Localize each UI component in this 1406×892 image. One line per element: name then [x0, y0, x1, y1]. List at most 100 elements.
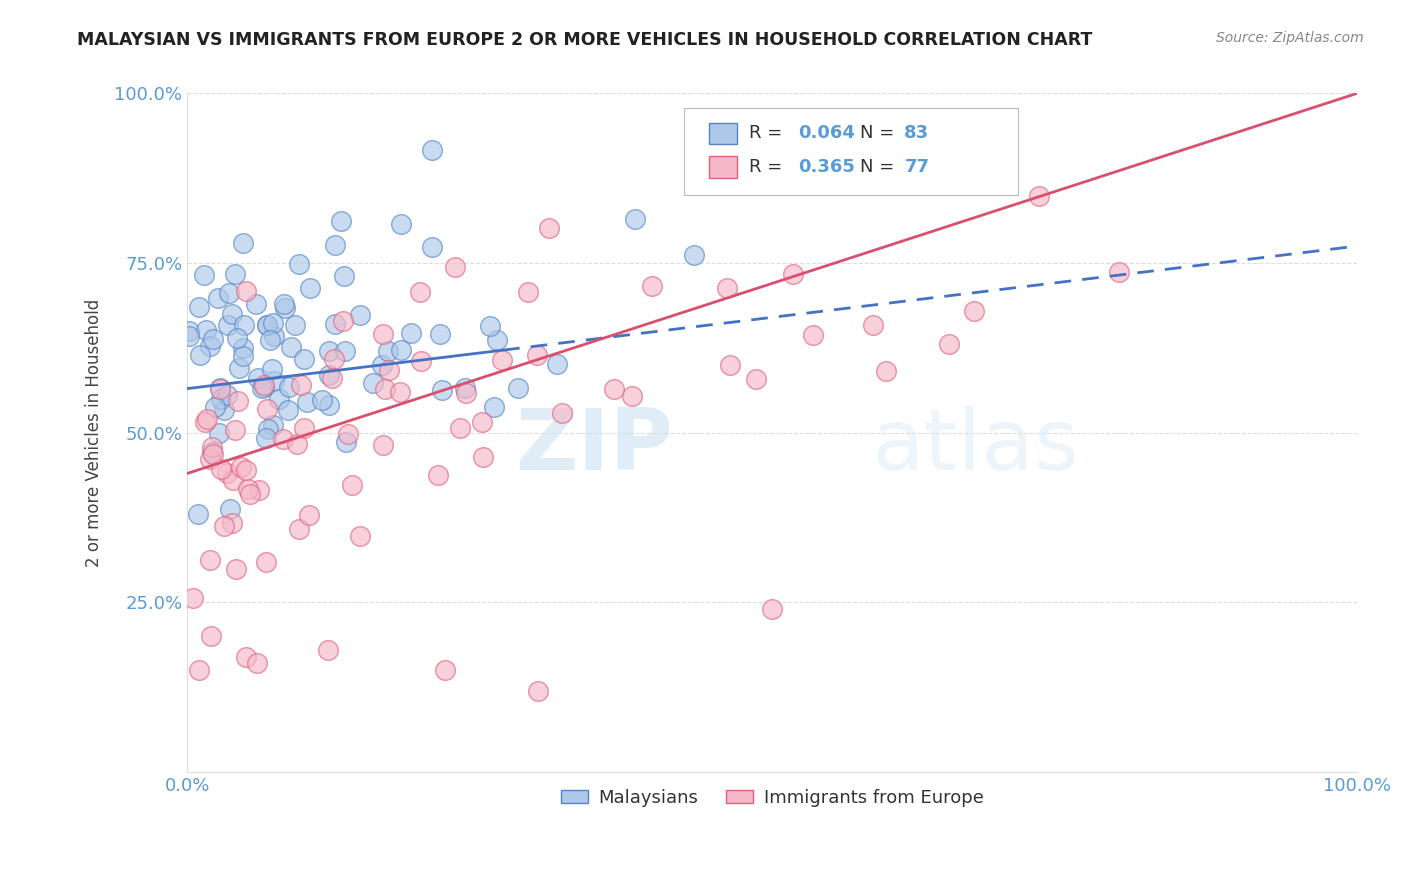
- Point: [235, 649, 257, 664]
- Point: [226, 394, 249, 409]
- Point: [253, 378, 276, 392]
- Point: [253, 380, 276, 394]
- Point: [271, 432, 294, 446]
- Point: [256, 422, 278, 436]
- Point: [330, 213, 353, 227]
- Point: [274, 301, 297, 315]
- Point: [218, 285, 240, 300]
- Point: [323, 352, 346, 367]
- Point: [602, 382, 624, 396]
- Point: [256, 318, 278, 332]
- Point: [316, 643, 339, 657]
- Point: [433, 663, 456, 677]
- Point: [472, 450, 495, 464]
- Point: [207, 291, 229, 305]
- Point: [718, 359, 741, 373]
- Point: [371, 358, 394, 372]
- Point: [378, 362, 401, 376]
- Point: [177, 324, 200, 338]
- Point: [222, 473, 245, 487]
- Point: [389, 343, 412, 358]
- Point: [311, 393, 333, 408]
- Text: 77: 77: [904, 159, 929, 177]
- Point: [236, 482, 259, 496]
- Point: [229, 460, 252, 475]
- Point: [208, 382, 231, 396]
- Point: [177, 328, 200, 343]
- Point: [287, 257, 309, 271]
- Point: [399, 326, 422, 341]
- Text: N =: N =: [860, 124, 900, 143]
- Point: [454, 385, 477, 400]
- Point: [284, 318, 307, 332]
- Point: [682, 248, 704, 262]
- Point: [479, 318, 502, 333]
- Point: [292, 421, 315, 435]
- Point: [259, 334, 281, 348]
- Point: [224, 268, 246, 282]
- Point: [340, 478, 363, 492]
- Point: [201, 332, 224, 346]
- Point: [198, 452, 221, 467]
- Point: [188, 347, 211, 361]
- Point: [508, 381, 530, 395]
- Point: [235, 463, 257, 477]
- Text: N =: N =: [860, 159, 900, 177]
- Point: [1108, 265, 1130, 279]
- Point: [277, 402, 299, 417]
- Text: atlas: atlas: [872, 405, 1080, 488]
- Point: [198, 553, 221, 567]
- Text: 0.064: 0.064: [797, 124, 855, 143]
- Point: [371, 438, 394, 452]
- FancyBboxPatch shape: [709, 156, 737, 178]
- Point: [215, 466, 238, 480]
- Point: [278, 380, 301, 394]
- Point: [280, 340, 302, 354]
- Point: [215, 388, 238, 402]
- Point: [221, 516, 243, 530]
- Point: [336, 427, 359, 442]
- Point: [262, 362, 284, 376]
- Point: [537, 221, 560, 235]
- Point: [318, 368, 340, 382]
- Point: [690, 152, 713, 166]
- Point: [963, 304, 986, 318]
- Point: [527, 683, 550, 698]
- Point: [288, 522, 311, 536]
- Point: [219, 502, 242, 516]
- Point: [232, 341, 254, 355]
- Point: [641, 278, 664, 293]
- Point: [491, 352, 513, 367]
- Point: [188, 300, 211, 314]
- Point: [209, 392, 232, 406]
- Point: [349, 308, 371, 322]
- Point: [551, 406, 574, 420]
- Point: [429, 326, 451, 341]
- Point: [323, 238, 346, 252]
- Point: [200, 629, 222, 643]
- Point: [745, 372, 768, 386]
- Point: [273, 297, 295, 311]
- Point: [430, 384, 453, 398]
- Point: [292, 351, 315, 366]
- Point: [209, 381, 232, 395]
- Point: [254, 555, 277, 569]
- Y-axis label: 2 or more Vehicles in Household: 2 or more Vehicles in Household: [86, 299, 103, 566]
- Point: [485, 333, 508, 347]
- Point: [262, 317, 284, 331]
- Point: [371, 326, 394, 341]
- Text: MALAYSIAN VS IMMIGRANTS FROM EUROPE 2 OR MORE VEHICLES IN HOUSEHOLD CORRELATION : MALAYSIAN VS IMMIGRANTS FROM EUROPE 2 OR…: [77, 31, 1092, 49]
- FancyBboxPatch shape: [685, 108, 1018, 195]
- Point: [389, 385, 412, 400]
- Point: [389, 217, 412, 231]
- Point: [239, 487, 262, 501]
- Text: Source: ZipAtlas.com: Source: ZipAtlas.com: [1216, 31, 1364, 45]
- Point: [377, 343, 399, 358]
- Point: [254, 431, 277, 445]
- Point: [212, 402, 235, 417]
- Text: R =: R =: [749, 159, 787, 177]
- Text: R =: R =: [749, 124, 787, 143]
- Point: [444, 260, 467, 274]
- Point: [269, 392, 291, 406]
- Point: [426, 467, 449, 482]
